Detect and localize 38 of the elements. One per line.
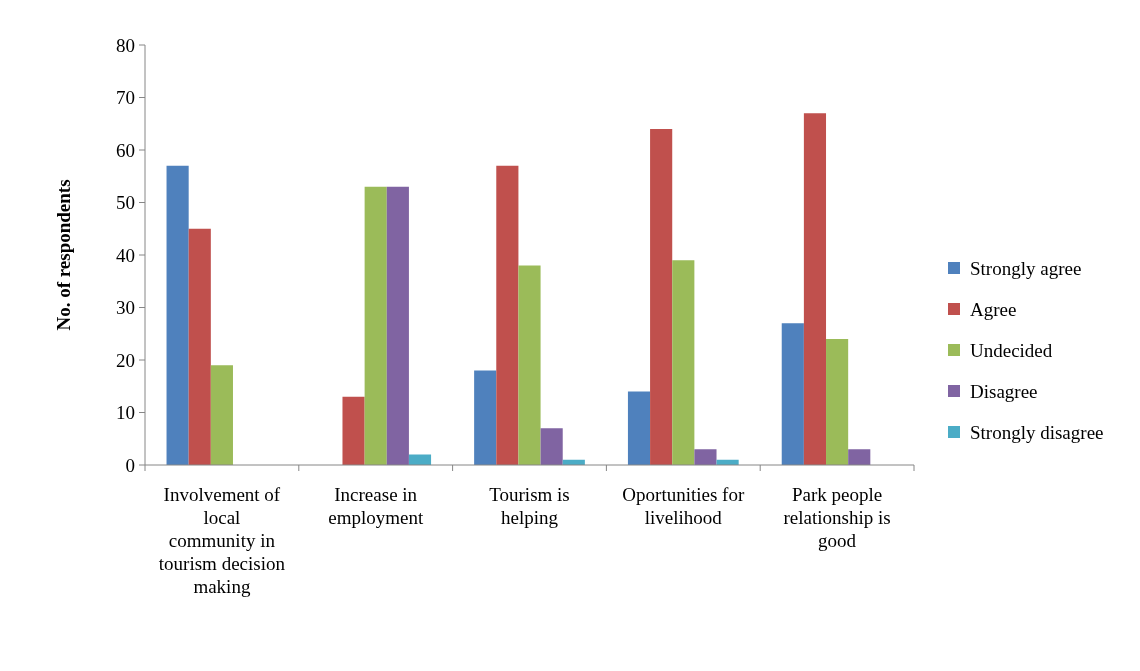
bar (781, 323, 804, 465)
bar (386, 186, 409, 465)
bar (627, 391, 651, 465)
x-tick-label: Oportunities for livelihood (622, 484, 745, 528)
legend-label: Disagree (970, 380, 1038, 402)
x-tick-label: Park people relationship is good (783, 484, 891, 551)
y-tick-label: 60 (116, 139, 135, 161)
y-tick-label: 50 (116, 192, 135, 214)
bar (650, 129, 673, 465)
y-tick-label: 80 (116, 34, 135, 56)
legend-label: Agree (970, 298, 1017, 320)
bar (342, 396, 365, 465)
bar (210, 365, 233, 465)
x-tick-label: Tourism is helping (489, 484, 570, 528)
bar (694, 449, 717, 465)
y-tick-label: 20 (116, 349, 135, 371)
y-axis-title: No. of respondents (53, 179, 74, 331)
x-tick-label: Involvement of local community in tourism decision making (158, 484, 286, 597)
bar (848, 449, 871, 465)
bar (364, 186, 387, 465)
bar (518, 265, 541, 465)
bar (540, 428, 563, 465)
y-tick-label: 0 (125, 454, 135, 476)
bar (166, 165, 189, 465)
bar (672, 260, 695, 465)
bar (826, 339, 849, 465)
y-tick-label: 30 (116, 297, 135, 319)
x-tick-label: Increase in employment (328, 484, 424, 528)
bar (803, 113, 827, 465)
bar (188, 228, 211, 465)
y-tick-label: 40 (116, 244, 135, 266)
y-tick-label: 70 (116, 87, 135, 109)
legend-label: Undecided (970, 339, 1053, 361)
bar (496, 165, 519, 465)
y-tick-label: 10 (116, 402, 135, 424)
legend-label: Strongly disagree (970, 421, 1104, 443)
bar (474, 370, 497, 465)
legend-label: Strongly agree (970, 257, 1082, 279)
